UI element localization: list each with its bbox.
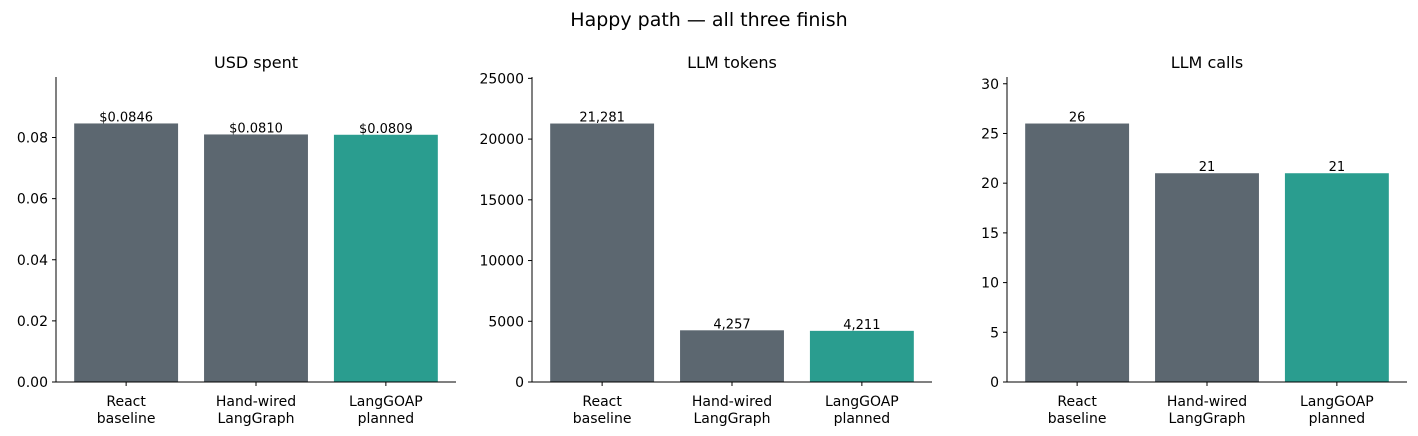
x-tick-label-line: React bbox=[1057, 394, 1097, 410]
value-label: 21 bbox=[1199, 160, 1216, 175]
bar bbox=[1025, 123, 1130, 382]
y-tick-label: 15 bbox=[981, 226, 999, 242]
x-tick-label-line: planned bbox=[358, 411, 415, 427]
x-tick-label-line: planned bbox=[1309, 411, 1366, 427]
value-label: 21 bbox=[1329, 160, 1346, 175]
bar bbox=[680, 330, 784, 382]
bar bbox=[550, 123, 655, 382]
x-tick-label-line: LangGOAP bbox=[825, 394, 899, 410]
x-tick-label-line: React bbox=[582, 394, 622, 410]
value-label: 4,211 bbox=[843, 318, 880, 333]
bar bbox=[809, 330, 914, 382]
x-tick-label: LangGOAP planned bbox=[1300, 394, 1374, 427]
figure-title: Happy path — all three finish bbox=[570, 9, 847, 31]
x-tick-label-line: LangGraph bbox=[217, 411, 294, 427]
y-tick-label: 10 bbox=[981, 276, 999, 292]
value-label: 4,257 bbox=[713, 317, 750, 332]
x-tick-label: React baseline bbox=[97, 394, 156, 427]
x-tick-label-line: baseline bbox=[1048, 411, 1107, 427]
subplot-title: LLM calls bbox=[1171, 53, 1244, 72]
x-tick-label: Hand-wired LangGraph bbox=[1167, 394, 1247, 427]
subplot-title: USD spent bbox=[214, 53, 298, 72]
y-tick-label: 25 bbox=[981, 126, 999, 142]
x-tick-label-line: baseline bbox=[97, 411, 156, 427]
y-tick-label: 15000 bbox=[479, 193, 524, 209]
y-tick-label: 0.00 bbox=[17, 375, 48, 391]
x-tick-label: LangGOAP planned bbox=[825, 394, 899, 427]
bar bbox=[1155, 173, 1259, 382]
subplot-title: LLM tokens bbox=[687, 53, 777, 72]
x-tick-label: React baseline bbox=[1048, 394, 1107, 427]
y-tick-label: 0.06 bbox=[17, 192, 48, 208]
x-tick-label-line: planned bbox=[834, 411, 891, 427]
y-tick-label: 0 bbox=[990, 375, 999, 391]
y-tick-label: 0.04 bbox=[17, 253, 48, 269]
x-tick-label-line: Hand-wired bbox=[1167, 394, 1247, 410]
x-tick-label-line: LangGOAP bbox=[349, 394, 423, 410]
y-tick-label: 10000 bbox=[479, 254, 524, 270]
value-label: 21,281 bbox=[579, 111, 625, 126]
x-tick-label: LangGOAP planned bbox=[349, 394, 423, 427]
bar bbox=[1284, 173, 1389, 382]
y-tick-label: 0.02 bbox=[17, 314, 48, 330]
x-tick-label-line: LangGraph bbox=[1168, 411, 1245, 427]
y-tick-label: 5 bbox=[990, 325, 999, 341]
x-tick-label-line: LangGraph bbox=[693, 411, 770, 427]
y-tick-label: 25000 bbox=[479, 71, 524, 87]
bar bbox=[204, 134, 308, 382]
x-tick-label: Hand-wired LangGraph bbox=[692, 394, 772, 427]
bar bbox=[333, 134, 438, 382]
y-tick-label: 5000 bbox=[488, 314, 524, 330]
value-label: $0.0809 bbox=[359, 122, 413, 137]
bar bbox=[74, 123, 179, 382]
y-tick-label: 0 bbox=[515, 375, 524, 391]
value-label: $0.0846 bbox=[99, 110, 153, 125]
x-tick-label-line: Hand-wired bbox=[216, 394, 296, 410]
y-tick-label: 20000 bbox=[479, 132, 524, 148]
value-label: 26 bbox=[1069, 111, 1086, 126]
x-tick-label-line: baseline bbox=[573, 411, 632, 427]
value-label: $0.0810 bbox=[229, 121, 283, 136]
x-tick-label-line: LangGOAP bbox=[1300, 394, 1374, 410]
x-tick-label-line: Hand-wired bbox=[692, 394, 772, 410]
y-tick-label: 20 bbox=[981, 176, 999, 192]
y-tick-label: 0.08 bbox=[17, 131, 48, 147]
x-tick-label: Hand-wired LangGraph bbox=[216, 394, 296, 427]
y-tick-label: 30 bbox=[981, 77, 999, 93]
x-tick-label-line: React bbox=[106, 394, 146, 410]
x-tick-label: React baseline bbox=[573, 394, 632, 427]
